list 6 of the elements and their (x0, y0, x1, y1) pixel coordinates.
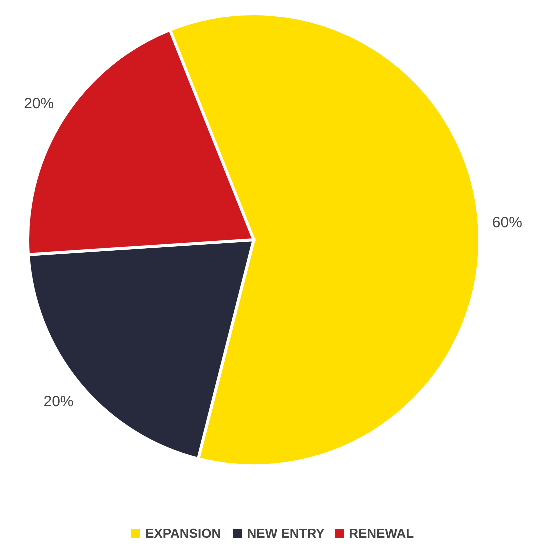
legend-label: RENEWAL (349, 526, 414, 541)
legend-label: EXPANSION (146, 526, 222, 541)
legend-label: NEW ENTRY (247, 526, 326, 541)
data-label: 60% (492, 214, 522, 232)
data-label: 20% (44, 393, 74, 410)
data-label: 20% (24, 96, 54, 113)
